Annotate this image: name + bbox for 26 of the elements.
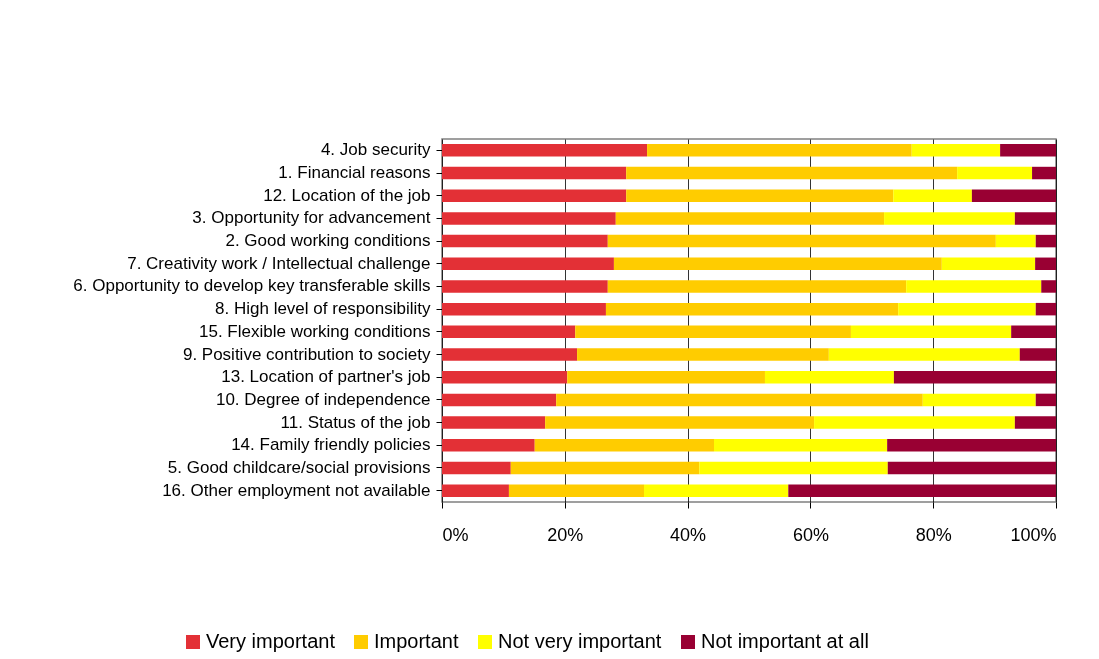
x-tick-label: 80%: [915, 524, 952, 545]
y-tick-label: 10. Degree of independence: [215, 389, 431, 409]
x-tick-label: 100%: [1010, 524, 1057, 545]
y-tick-label: 4. Job security: [320, 140, 431, 160]
y-tick-label: 16. Other employment not available: [162, 480, 431, 500]
x-tick-label: 0%: [442, 524, 469, 545]
legend-label: Very important: [206, 630, 336, 652]
x-tick-label: 40%: [670, 524, 707, 545]
y-tick-label: 7. Creativity work / Intellectual challenge: [127, 253, 431, 273]
y-tick-label: 2. Good working conditions: [225, 231, 431, 251]
y-tick-label: 3. Opportunity for advancement: [192, 208, 431, 228]
legend-label: Not very important: [498, 630, 662, 652]
y-tick-label: 14. Family friendly policies: [231, 435, 431, 455]
legend-label: Not important at all: [701, 630, 869, 652]
y-tick-label: 5. Good childcare/social provisions: [167, 457, 431, 477]
y-tick-label: 15. Flexible working conditions: [198, 321, 431, 341]
x-tick-label: 60%: [792, 524, 829, 545]
y-tick-label: 1. Financial reasons: [278, 163, 431, 183]
y-tick-label: 11. Status of the job: [280, 412, 431, 432]
y-tick-label: 9. Positive contribution to society: [182, 344, 431, 364]
y-tick-label: 8. High level of responsibility: [215, 299, 431, 319]
x-tick-label: 20%: [547, 524, 584, 545]
y-tick-label: 13. Location of partner's job: [221, 367, 431, 387]
y-tick-label: 6. Opportunity to develop key transferable skills: [73, 276, 431, 296]
y-tick-label: 12. Location of the job: [263, 185, 431, 205]
legend-label: Important: [374, 630, 459, 652]
